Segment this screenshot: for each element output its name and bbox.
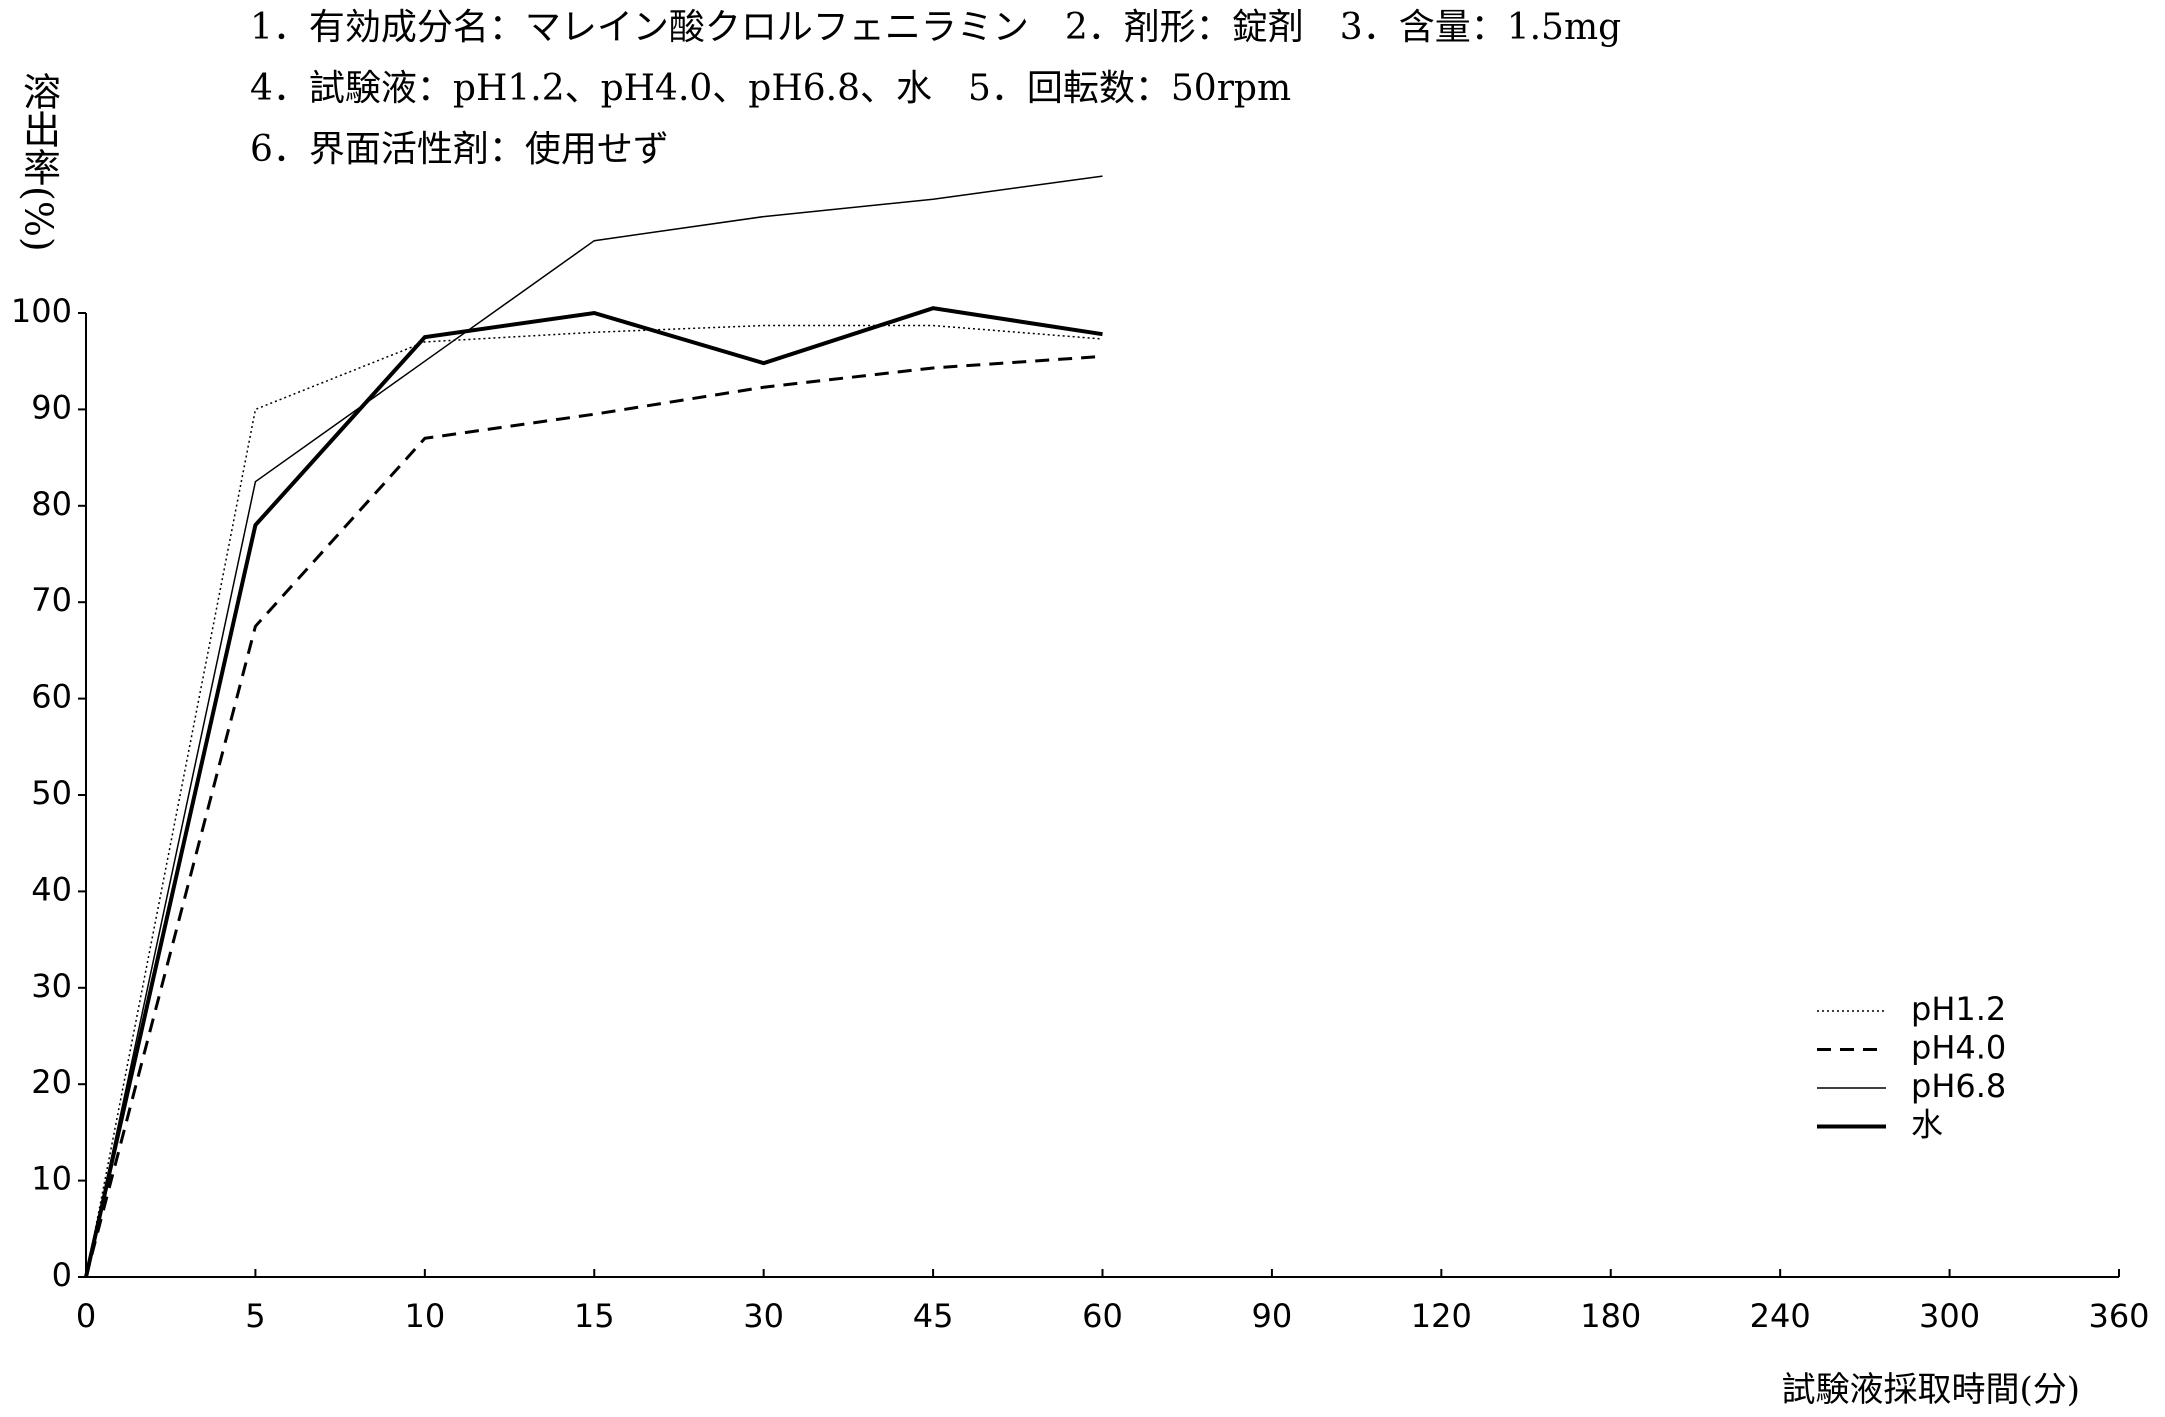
series-line [84, 306, 1103, 1278]
x-tick-label: 5 [245, 1297, 265, 1335]
header-line: 6．界面活性剤：使用せず [250, 129, 669, 170]
series-line [85, 175, 1103, 1278]
x-tick-label: 0 [76, 1297, 96, 1335]
legend-label: 水 [1911, 1106, 1943, 1144]
x-tick-label: 30 [743, 1297, 784, 1335]
y-tick-label: 10 [31, 1160, 72, 1198]
header-line: 4．試験液：pH1.2、pH4.0、pH6.8、水 5．回転数：50rpm [250, 68, 1291, 109]
x-tick-label: 60 [1082, 1297, 1123, 1335]
legend-label: pH4.0 [1911, 1029, 2006, 1067]
series-line [84, 354, 1103, 1278]
y-tick-label: 70 [31, 581, 72, 619]
y-tick-label: 50 [31, 774, 72, 812]
legend-label: pH6.8 [1911, 1067, 2006, 1105]
y-tick-label: 30 [31, 967, 72, 1005]
x-tick-label: 180 [1580, 1297, 1641, 1335]
series-line [85, 324, 1103, 1278]
x-tick-label: 360 [2088, 1297, 2149, 1335]
y-tick-label: 90 [31, 388, 72, 426]
x-tick-label: 10 [404, 1297, 445, 1335]
y-tick-label: 0 [52, 1256, 72, 1294]
x-axis-label: 試験液採取時間(分) [1781, 1370, 2080, 1410]
x-tick-label: 45 [913, 1297, 954, 1335]
legend-label: pH1.2 [1911, 990, 2006, 1028]
y-tick-label: 40 [31, 870, 72, 908]
y-tick-label: 20 [31, 1063, 72, 1101]
x-tick-label: 90 [1252, 1297, 1293, 1335]
x-tick-label: 300 [1919, 1297, 1980, 1335]
y-tick-label: 80 [31, 485, 72, 523]
header-line: 1．有効成分名：マレイン酸クロルフェニラミン 2．剤形：錠剤 3．含量：1.5m… [250, 7, 1621, 48]
y-tick-label: 60 [31, 678, 72, 716]
x-tick-label: 120 [1411, 1297, 1472, 1335]
x-tick-label: 240 [1750, 1297, 1811, 1335]
y-axis-label: 溶出率(%) [17, 72, 61, 252]
x-tick-label: 15 [574, 1297, 615, 1335]
y-tick-label: 100 [11, 292, 72, 330]
